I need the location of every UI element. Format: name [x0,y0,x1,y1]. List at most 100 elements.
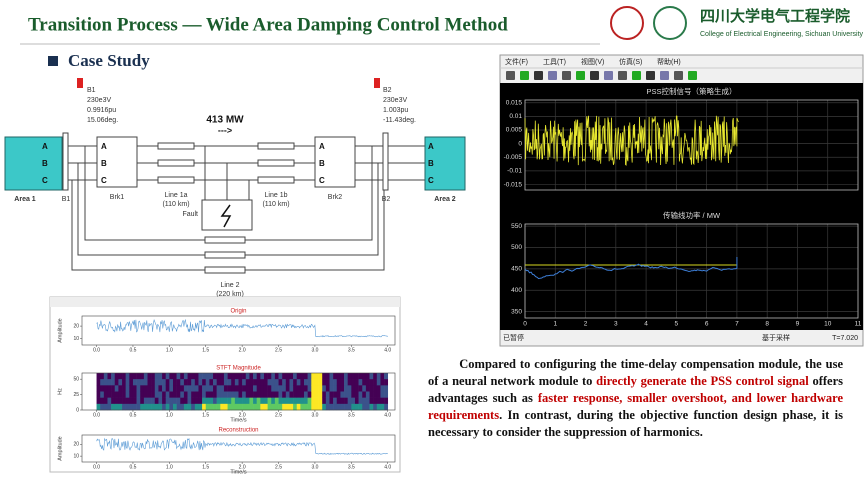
heatmap-cell [274,397,279,405]
axes-frame [524,223,859,319]
area-block [424,136,466,191]
heatmap-cell [253,391,257,398]
heatmap-cell [362,403,367,411]
x-tick-label: 4.0 [384,347,391,353]
heatmap-cell [311,397,316,405]
heatmap-cell [256,397,261,405]
heatmap-cell [169,373,174,380]
x-tick-label: 11 [855,321,862,328]
heatmap-cell [278,379,283,386]
heatmap-cell [296,403,301,411]
phase-label: A [319,142,325,151]
toolbar-icon [534,71,543,80]
heatmap-cell [180,373,185,380]
heatmap-cell [136,373,141,380]
x-tick-label: 2.0 [239,412,246,418]
logo-subtext: College of Electrical Engineering, Sichu… [700,31,864,38]
heatmap-cell [384,391,389,398]
x-tick-label: 2.5 [275,347,282,353]
heatmap-cell [194,391,199,398]
heatmap-cell [271,397,276,405]
heatmap-cell [129,391,134,398]
heatmap-cell [293,391,298,398]
heatmap-cell [358,379,363,386]
scope-plot-area [500,83,863,330]
heatmap-cell [260,391,265,398]
heatmap-cell [322,373,327,380]
signal-trace [96,437,388,455]
heatmap-cell [107,373,112,380]
heatmap-cell [384,379,389,386]
heatmap-cell [380,391,385,398]
heatmap-cell [365,379,370,386]
heatmap-cell [333,385,338,392]
heatmap-cell [282,397,287,405]
y-tick-label: -0.01 [507,168,522,175]
heatmap-cell [285,385,290,392]
heatmap-cell [362,379,367,386]
heatmap-cell [231,403,236,411]
x-tick-label: 0.0 [93,464,100,470]
heatmap-cell [140,397,145,405]
heatmap-cell [111,391,116,398]
heatmap-cell [227,373,232,380]
y-tick-label: 0 [76,407,79,413]
heatmap-cell [107,379,112,386]
heatmap-cell [209,373,214,380]
heatmap-cell [285,373,290,380]
heatmap-cell [333,403,338,411]
heatmap-cell [318,403,323,411]
heatmap-cell [132,397,137,405]
heatmap-cell [154,397,159,405]
heatmap-cell [132,373,137,380]
heatmap-cell [376,385,381,392]
heatmap-cell [238,403,243,411]
x-tick-label: 1.5 [202,412,209,418]
y-tick-label: 450 [511,266,522,273]
heatmap-cell [202,385,207,392]
heatmap-cell [176,403,181,411]
section-title: Case Study [68,51,150,70]
heatmap-cell [322,391,327,398]
line-label: Line 1a [165,192,188,199]
line-label: Line 1b [265,192,288,199]
heatmap-cell [234,397,239,405]
heatmap-cell [376,403,381,411]
heatmap-cell [307,385,312,392]
heatmap-cell [285,397,290,405]
heatmap-cell [271,391,276,398]
heatmap-cell [132,391,137,398]
heatmap-cell [271,403,276,411]
heatmap-cell [103,391,108,398]
heatmap-cell [318,379,323,386]
heatmap-cell [198,373,203,380]
x-tick-label: 1.5 [202,347,209,353]
heatmap-cell [253,403,257,411]
heatmap-cell [143,385,148,392]
heatmap-cell [351,391,356,398]
heatmap-cell [147,397,152,405]
heatmap-cell [202,397,207,405]
heatmap-cell [103,397,108,405]
heatmap-cell [384,397,389,405]
heatmap-cell [234,403,239,411]
heatmap-cell [151,385,156,392]
heatmap-cell [242,403,247,411]
heatmap-cell [267,385,272,392]
heatmap-cell [140,391,145,398]
heatmap-cell [100,403,105,411]
y-tick-label: 10 [73,453,79,459]
heatmap-cell [143,391,148,398]
heatmap-cell [347,397,352,405]
heatmap-cell [118,403,123,411]
heatmap-cell [209,391,214,398]
heatmap-cell [384,385,389,392]
panel-title: STFT Magnitude [216,366,261,372]
phase-label: C [428,176,434,185]
heatmap-cell [347,385,352,392]
line-label: Line 2 [220,282,239,289]
heatmap-cell [296,373,301,380]
heatmap-cell [176,397,181,405]
y-axis-label: Amplitude [57,318,63,342]
